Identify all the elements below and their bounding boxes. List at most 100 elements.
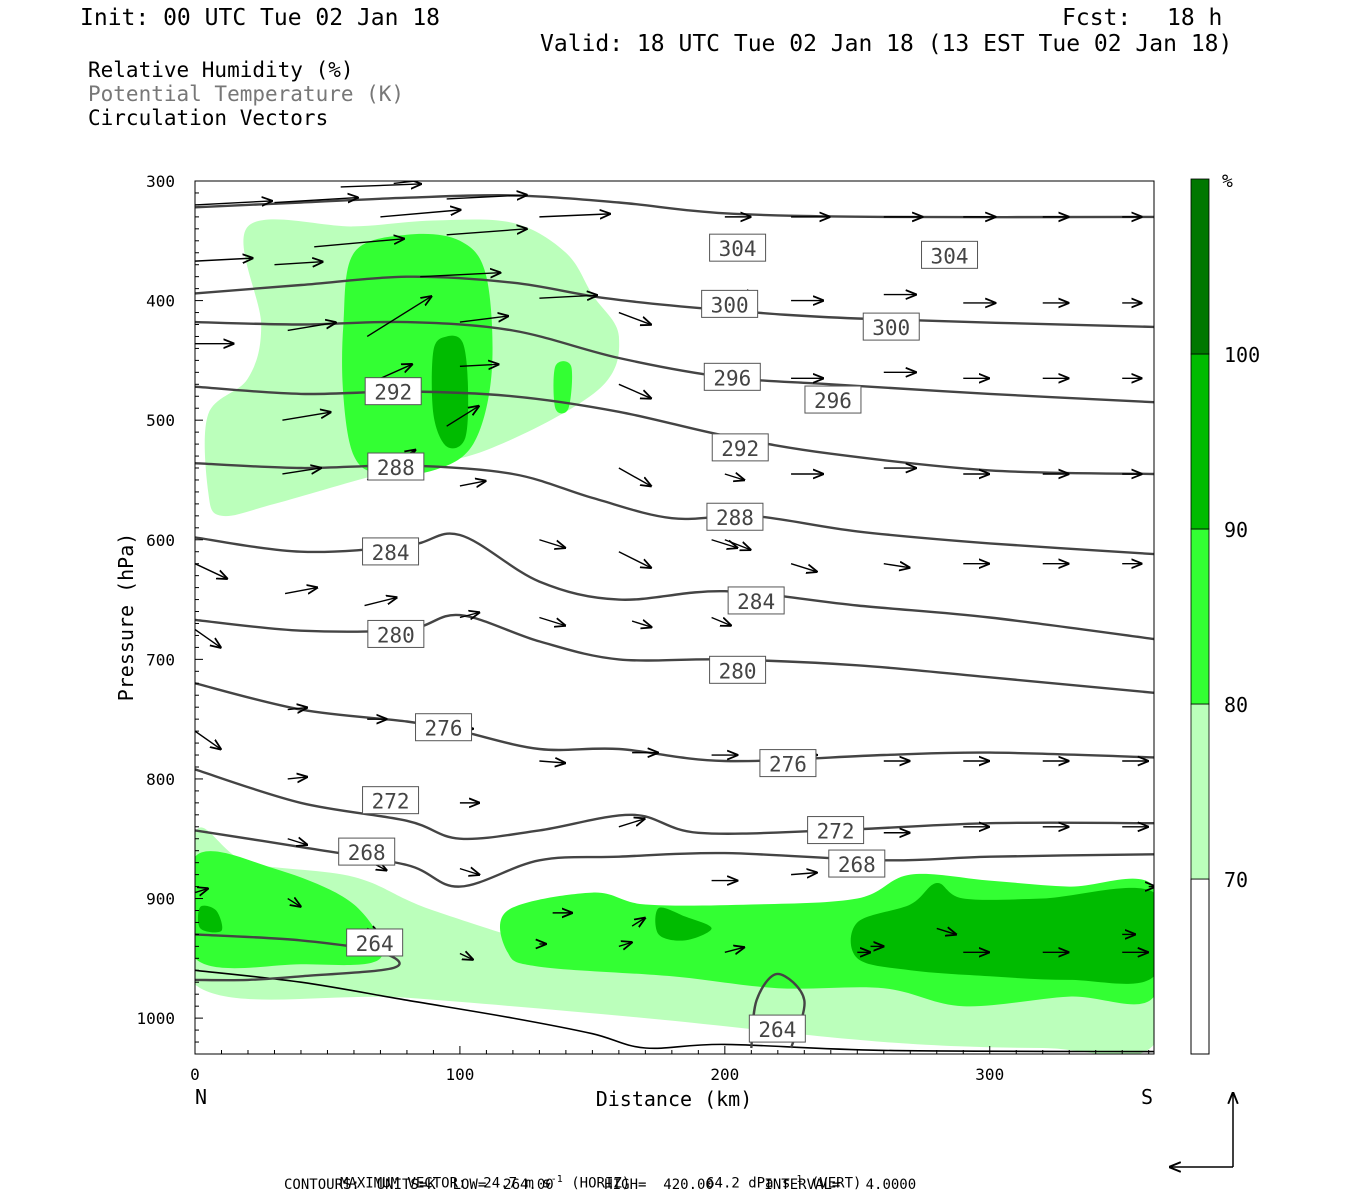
rh-fill-rh-80-region [342,233,493,476]
theta-label: 280 [719,659,757,683]
max-vector-horiz: 24.7 m s [483,1175,551,1192]
circulation-vector [631,621,651,627]
legend-theta: Potential Temperature (K) [88,82,405,106]
circulation-vector [459,954,473,960]
x-end-left: N [195,1085,207,1109]
circulation-vector [631,918,645,926]
circulation-vector [711,618,731,626]
theta-label: 288 [377,456,415,480]
theta-contour-264 [195,933,401,982]
colorbar-below-70 [1190,878,1210,1055]
theta-label: 272 [817,820,855,844]
theta-label: 276 [425,717,463,741]
rh-fill-rh-90-lower [655,907,712,941]
circulation-vector [195,889,208,893]
forecast-label: Fcst: [1062,5,1132,31]
theta-label-box [921,240,979,269]
circulation-vector [791,873,817,875]
theta-label: 296 [713,366,751,390]
circulation-vector [539,295,597,298]
circulation-vector [459,364,498,366]
y-tick-label: 1000 [136,1009,175,1028]
circulation-vector [459,481,486,486]
rh-fill-rh-80-lower [195,851,383,969]
circulation-vector [618,819,645,828]
theta-label-box [415,713,473,742]
x-tick-label: 300 [975,1065,1004,1084]
circulation-vector [618,551,651,568]
theta-label-box [703,362,761,391]
theta-label-box [346,928,404,957]
rh-fill-rh-80-small [553,361,573,414]
circulation-vector [446,195,527,199]
colorbar-level-label: 70 [1224,868,1248,892]
theta-label: 264 [356,932,394,956]
theta-label-box [862,312,920,341]
y-tick-label: 700 [146,650,175,669]
y-tick-label: 900 [146,890,175,909]
theta-label-box [706,502,764,531]
theta-contour-292 [195,385,1154,476]
theta-label: 268 [838,853,876,877]
x-tick-label: 0 [190,1065,200,1084]
colorbar-level-label: 100 [1224,343,1260,367]
circulation-vector [340,184,421,187]
theta-label: 284 [372,541,410,565]
theta-label-box [727,586,785,615]
vector-scale-arrows [1170,1093,1233,1167]
theta-label-box [362,537,420,566]
theta-contour-276 [195,682,1154,763]
y-tick-label: 800 [146,770,175,789]
theta-label-box [807,816,865,845]
contours-info: CONTOURS: UNITS=K LOW= 264.00 HIGH= 420.… [284,1177,917,1193]
theta-label: 280 [377,623,415,647]
theta-label: 304 [719,237,757,261]
circulation-vector [287,322,336,332]
circulation-vector [282,468,320,474]
theta-label-box [748,1014,806,1043]
theta-label: 292 [721,437,759,461]
colorbar-segment-80 [1190,528,1210,705]
circulation-vector [282,412,330,421]
colorbar-level-label: 80 [1224,693,1248,717]
circulation-vector [790,563,817,572]
circulation-vector [195,258,253,261]
forecast-hour: 18 h [1167,5,1223,31]
circulation-vector [459,613,479,618]
max-vector-horiz-exp: -1 [550,1174,563,1185]
colorbar-level-label: 90 [1224,518,1248,542]
theta-contour-296 [195,320,1154,404]
plot-frame [194,180,1155,1055]
circulation-vector [393,181,422,185]
theta-label: 296 [814,389,852,413]
circulation-vector [287,777,307,779]
circulation-vector [274,198,357,203]
circulation-vector [446,406,479,427]
circulation-vector [287,708,307,710]
circulation-vector [724,539,751,550]
circulation-vector [539,214,609,217]
y-tick-label: 300 [146,172,175,191]
circulation-vector [539,616,565,626]
colorbar-segment-90 [1190,353,1210,530]
circulation-vector [539,761,565,763]
theta-label-box [828,849,886,878]
circulation-vector [287,899,301,907]
init-time: Init: 00 UTC Tue 02 Jan 18 [80,5,441,31]
circulation-vector [195,563,227,579]
circulation-vector [618,467,651,486]
surface-line [195,969,1154,1053]
y-tick-label: 500 [146,411,175,430]
theta-label-box [362,786,420,815]
x-tick-label: 200 [710,1065,739,1084]
theta-label-box [804,385,862,414]
xlabel: Distance (km) [596,1087,753,1111]
y-tick-label: 600 [146,531,175,550]
circulation-vector [274,262,322,265]
theta-label: 300 [711,293,749,317]
valid-time: Valid: 18 UTC Tue 02 Jan 18 (13 EST Tue … [540,31,1233,57]
rh-fill-rh-90-small [197,905,223,933]
circulation-vector [380,210,460,218]
circulation-vector [366,296,431,338]
